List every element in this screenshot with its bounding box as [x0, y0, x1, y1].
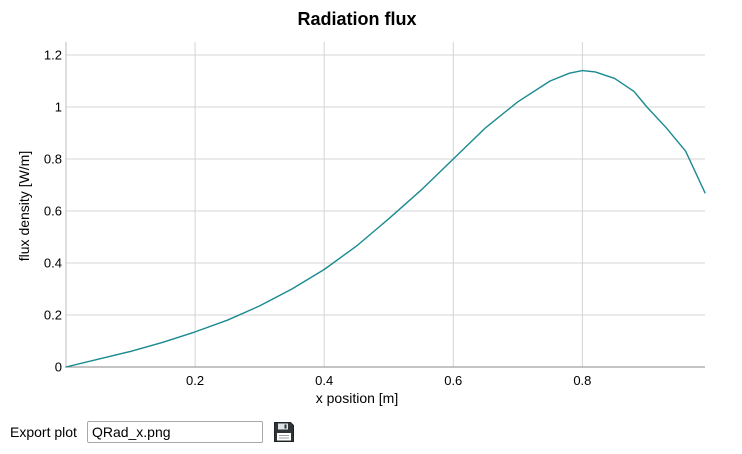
save-plot-button[interactable]: [271, 419, 297, 445]
axes: [65, 42, 705, 368]
floppy-disk-icon: [273, 422, 294, 442]
data-point: [453, 158, 454, 159]
data-point: [595, 71, 596, 72]
data-point: [420, 190, 421, 191]
y-tick-label: 0.4: [44, 256, 62, 271]
tick-labels: 0.2 0.4 0.6 0.8 0 0.2 0.4 0.6 0.8 1 1.2: [44, 48, 591, 389]
data-point: [517, 101, 518, 102]
x-tick-label: 0.8: [573, 373, 591, 388]
data-point: [704, 192, 705, 193]
data-point: [291, 288, 292, 289]
data-point: [549, 80, 550, 81]
export-bar: Export plot: [10, 418, 297, 446]
y-tick-label: 0.6: [44, 204, 62, 219]
data-point: [582, 70, 583, 71]
y-tick-label: 0: [55, 360, 62, 375]
series-layer: [65, 69, 706, 368]
flux-series-line: [65, 69, 706, 368]
y-tick-label: 0.2: [44, 308, 62, 323]
data-point: [194, 331, 195, 332]
x-tick-label: 0.4: [315, 373, 333, 388]
export-plot-label: Export plot: [10, 424, 77, 440]
data-point: [130, 351, 131, 352]
data-point: [614, 78, 615, 79]
data-point: [65, 366, 66, 367]
y-tick-label: 0.8: [44, 152, 62, 167]
data-point: [356, 246, 357, 247]
data-point: [569, 73, 570, 74]
x-axis-label: x position [m]: [316, 390, 398, 406]
data-point: [646, 106, 647, 107]
data-point: [485, 127, 486, 128]
y-tick-label: 1.2: [44, 48, 62, 63]
data-point: [666, 127, 667, 128]
y-axis-label: flux density [W/m]: [16, 151, 32, 261]
data-point: [259, 305, 260, 306]
data-point: [227, 320, 228, 321]
chart-title: Radiation flux: [297, 9, 416, 29]
radiation-flux-chart: Radiation flux 0.2 0.4 0.6 0.8 0 0.2 0.4 0.6 0.8…: [16, 9, 706, 406]
data-point: [162, 342, 163, 343]
y-tick-label: 1: [55, 100, 62, 115]
x-tick-label: 0.6: [444, 373, 462, 388]
data-point: [324, 269, 325, 270]
x-tick-label: 0.2: [186, 373, 204, 388]
data-point: [685, 151, 686, 152]
data-point: [388, 218, 389, 219]
data-point: [98, 359, 99, 360]
grid-lines: [66, 42, 705, 367]
export-filename-input[interactable]: [86, 421, 263, 443]
data-point: [633, 91, 634, 92]
